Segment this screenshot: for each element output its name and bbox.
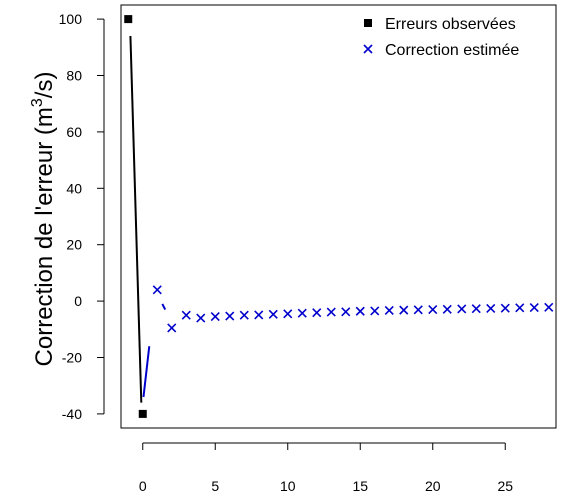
y-axis: -40 -20 0 20 40 60 80 100 (59, 11, 105, 422)
estimated-point (225, 311, 235, 321)
estimated-point (486, 303, 496, 313)
y-tick-label: -20 (62, 350, 82, 366)
y-tick-label: -40 (62, 406, 82, 422)
estimated-point (515, 303, 525, 313)
legend-square-marker (364, 19, 372, 27)
estimated-point (312, 308, 322, 318)
estimated-point (181, 310, 191, 320)
y-axis-label-main: Correction de l'erreur (m (31, 107, 58, 366)
estimated-point (384, 305, 394, 315)
data-marks (124, 15, 554, 418)
estimated-point (529, 303, 539, 313)
estimated-point (413, 305, 423, 315)
estimated-point (442, 304, 452, 314)
estimated-point (254, 310, 264, 320)
estimated-point (167, 323, 177, 333)
estimated-point (196, 313, 206, 323)
y-tick-label: 20 (66, 237, 82, 253)
y-axis-label-superscript: 3 (29, 98, 46, 107)
legend-x-marker (363, 44, 373, 54)
estimated-point (355, 306, 365, 316)
observed-point (124, 15, 133, 24)
plot-frame (120, 4, 557, 429)
estimated-point (210, 312, 220, 322)
legend-label-estimated: Correction estimée (385, 42, 519, 59)
legend-label-observed: Erreurs observées (385, 16, 516, 33)
connector-lines (129, 35, 167, 403)
observed-point (138, 409, 147, 418)
x-tick-label: 0 (139, 478, 147, 494)
x-axis: 0 5 10 15 20 25 (139, 442, 513, 494)
y-axis-label: Correction de l'erreur (m3/s) (29, 72, 58, 367)
y-tick-label: 60 (66, 124, 82, 140)
estimated-point (297, 308, 307, 318)
estimated-point (283, 309, 293, 319)
estimated-point (500, 303, 510, 313)
estimated-point (399, 305, 409, 315)
legend: Erreurs observées Correction estimée (363, 16, 519, 59)
estimated-point (326, 307, 336, 317)
estimated-point (370, 306, 380, 316)
estimated-point (457, 304, 467, 314)
estimated-point (428, 304, 438, 315)
x-tick-label: 15 (352, 478, 368, 494)
plot-area: 0 5 10 15 20 25 -40 -20 0 20 40 60 80 100 (59, 4, 557, 494)
y-tick-label: 0 (74, 293, 82, 309)
connector-line (161, 303, 167, 311)
estimated-point (544, 302, 554, 312)
estimated-point (268, 309, 278, 319)
y-axis-label-end: /s) (31, 72, 58, 99)
estimated-point (152, 285, 162, 295)
estimated-point (471, 304, 481, 314)
x-tick-label: 5 (211, 478, 219, 494)
x-tick-label: 20 (425, 478, 441, 494)
connector-line (129, 35, 143, 403)
estimated-point (341, 307, 351, 317)
x-tick-label: 25 (497, 478, 513, 494)
x-tick-label: 10 (280, 478, 296, 494)
y-tick-label: 80 (66, 68, 82, 84)
connector-line (142, 346, 151, 398)
y-tick-label: 100 (59, 11, 83, 27)
y-tick-label: 40 (66, 180, 82, 196)
estimated-point (239, 310, 249, 320)
